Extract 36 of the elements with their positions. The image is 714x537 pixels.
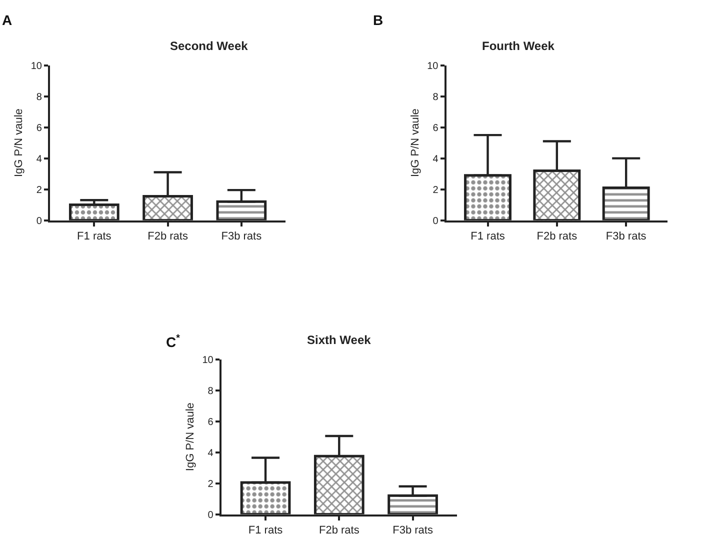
y-tick-label: 6 xyxy=(432,122,439,134)
y-axis-title: IgG P/N vaule xyxy=(409,108,422,178)
y-tick-label: 6 xyxy=(36,122,42,134)
y-tick-label: 4 xyxy=(208,448,214,459)
y-tick-label: 0 xyxy=(36,216,42,227)
y-axis-title: IgG P/N vaule xyxy=(184,402,196,472)
x-tick-label: F1 rats xyxy=(77,230,112,242)
y-tick-label: 6 xyxy=(208,416,214,428)
y-tick-label: 8 xyxy=(36,92,42,103)
text: C$^{*}$ xyxy=(166,333,180,350)
chart-title: Fourth Week xyxy=(482,39,555,53)
y-axis-title: IgG P/N vaule xyxy=(13,108,26,178)
chart-title: Second Week xyxy=(170,39,248,53)
text: B xyxy=(373,12,384,28)
y-tick-label: 2 xyxy=(432,184,439,196)
x-tick-label: F1 rats xyxy=(470,230,506,242)
chart-title: Sixth Week xyxy=(307,333,372,347)
x-tick-label: F3b rats xyxy=(392,524,434,536)
x-tick-label: F3b rats xyxy=(221,230,262,242)
y-tick-label: 10 xyxy=(427,60,439,72)
x-tick-label: F3b rats xyxy=(606,230,647,242)
x-tick-label: F2b rats xyxy=(536,230,578,242)
y-tick-label: 8 xyxy=(208,386,214,397)
y-tick-label: 4 xyxy=(36,154,42,165)
y-tick-label: 4 xyxy=(432,154,439,165)
x-tick-label: F1 rats xyxy=(248,524,284,536)
y-tick-label: 0 xyxy=(432,216,439,227)
y-tick-label: 10 xyxy=(30,60,42,72)
y-tick-label: 0 xyxy=(208,510,214,521)
y-tick-label: 8 xyxy=(432,92,439,103)
y-tick-label: 2 xyxy=(36,184,42,196)
x-tick-label: F2b rats xyxy=(148,230,188,242)
text: A xyxy=(2,12,12,28)
x-tick-label: F2b rats xyxy=(318,524,360,536)
y-tick-label: 2 xyxy=(208,478,214,490)
y-tick-label: 10 xyxy=(202,354,214,366)
